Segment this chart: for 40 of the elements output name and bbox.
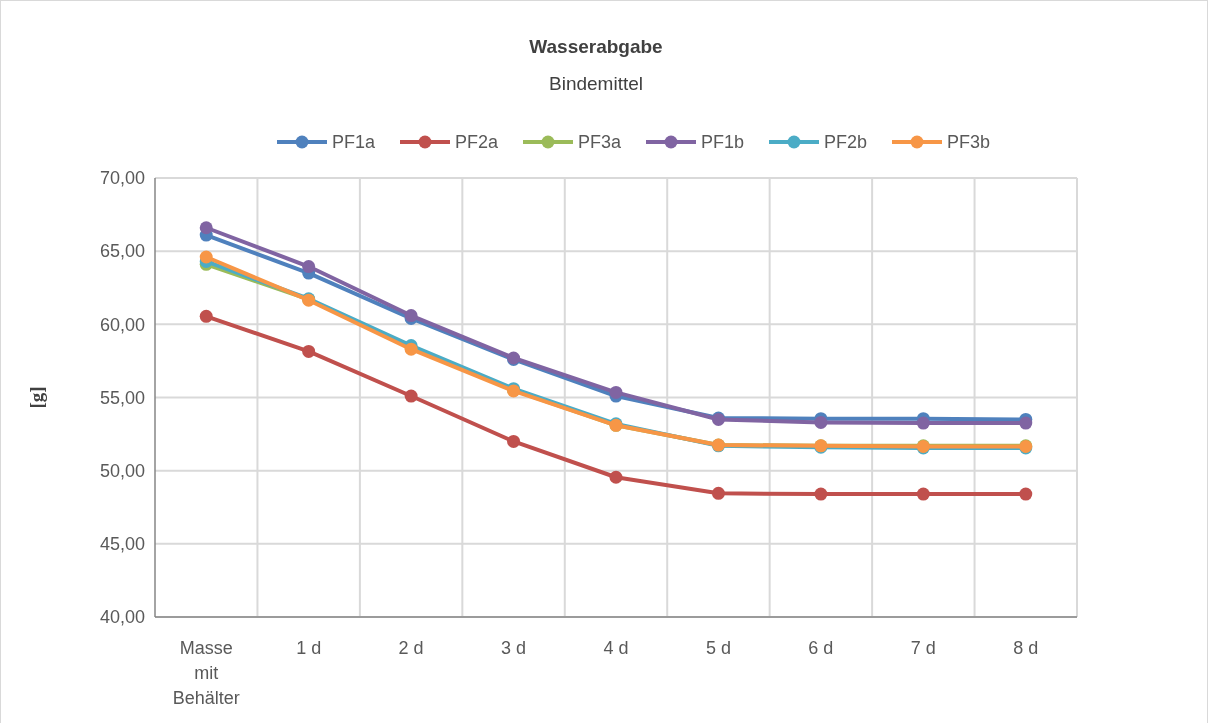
point (916, 416, 930, 430)
x-tick-label: 8 d (1013, 638, 1039, 658)
legend-label: PF2b (824, 132, 868, 153)
point (916, 487, 930, 501)
point (302, 344, 316, 358)
point (302, 260, 316, 274)
point (609, 470, 623, 484)
y-tick-label: 45,00 (99, 534, 145, 555)
point (711, 486, 725, 500)
y-tick-label: 50,00 (99, 460, 145, 481)
y-tick-label: 55,00 (99, 387, 145, 408)
point (199, 309, 213, 323)
x-tick-label: 7 d (910, 638, 936, 658)
y-tick-label: 65,00 (99, 241, 145, 262)
y-tick-label: 60,00 (99, 314, 145, 335)
x-tick-label: 2 d (398, 638, 424, 658)
legend-label: PF1a (332, 132, 377, 153)
point (1019, 416, 1033, 430)
point (1019, 487, 1033, 501)
y-tick-label: 70,00 (99, 168, 145, 189)
x-tick-label: Masse mit Behälter (172, 638, 240, 708)
x-tick-label: 4 d (603, 638, 629, 658)
legend-label: PF3a (578, 132, 623, 153)
point (814, 487, 828, 501)
legend-label: PF3b (947, 132, 991, 153)
chart-subtitle: Bindemittel (549, 73, 643, 94)
point (609, 385, 623, 399)
y-tick-label: 40,00 (99, 607, 145, 628)
x-tick-label: 3 d (501, 638, 527, 658)
x-tick-label: 1 d (296, 638, 322, 658)
x-tick-label: 5 d (705, 638, 731, 658)
chart-title: Wasserabgabe (529, 36, 663, 57)
y-axis-title: [g] (26, 386, 47, 409)
legend-label: PF1b (701, 132, 745, 153)
point (199, 250, 213, 264)
legend-label: PF2a (455, 132, 500, 153)
point (199, 221, 213, 235)
x-tick-label: 6 d (808, 638, 834, 658)
point (507, 434, 521, 448)
point (404, 389, 418, 403)
